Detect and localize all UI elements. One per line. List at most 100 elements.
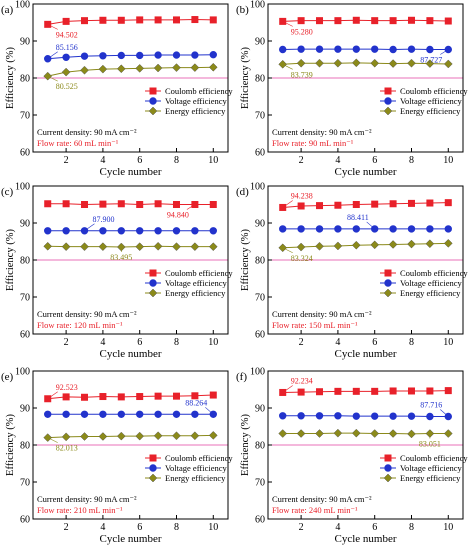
coulomb-point <box>371 17 379 25</box>
voltage-point <box>135 51 144 60</box>
x-tick-label: 2 <box>64 522 69 533</box>
energy-point <box>351 428 361 438</box>
coulomb-point <box>191 16 199 24</box>
coulomb-line <box>282 202 449 208</box>
data-label: 92.523 <box>56 383 78 392</box>
panel-label: (b) <box>236 4 249 16</box>
x-axis-label: Cycle number <box>334 166 396 178</box>
legend-label: Coulomb efficiency <box>400 453 468 463</box>
legend-label: Coulomb efficiency <box>400 86 468 96</box>
energy-line <box>47 245 214 248</box>
voltage-point <box>370 412 379 420</box>
coulomb-point <box>444 17 452 25</box>
panel-label: (a) <box>1 4 14 16</box>
energy-point <box>425 59 435 68</box>
x-tick-label: 6 <box>372 522 377 533</box>
energy-point <box>333 58 343 68</box>
y-tick-label: 90 <box>20 37 30 48</box>
voltage-point <box>389 45 397 54</box>
legend-label: Energy efficiency <box>165 106 226 116</box>
data-label: 85.156 <box>56 43 78 52</box>
energy-point <box>278 429 288 438</box>
coulomb-line <box>282 19 449 22</box>
x-tick-label: 2 <box>64 155 69 166</box>
voltage-point <box>191 410 199 418</box>
energy-point <box>61 432 71 442</box>
coulomb-point <box>352 16 360 24</box>
coulomb-point <box>352 387 360 395</box>
coulomb-line <box>47 19 214 25</box>
x-tick-label: 4 <box>335 155 340 166</box>
voltage-point <box>62 410 70 418</box>
coulomb-point <box>426 17 434 25</box>
energy-point <box>208 431 218 440</box>
energy-point <box>153 63 163 73</box>
legend-label: Energy efficiency <box>400 473 461 483</box>
coulomb-point <box>334 201 342 209</box>
energy-point <box>407 58 416 68</box>
x-tick-label: 8 <box>409 337 414 348</box>
legend-marker <box>148 473 158 483</box>
y-tick-label: 90 <box>20 404 30 415</box>
voltage-point <box>154 227 162 235</box>
y-tick-label: 70 <box>20 111 30 122</box>
energy-point <box>425 239 435 249</box>
x-tick-label: 2 <box>299 155 304 166</box>
x-axis-label: Cycle number <box>99 533 161 545</box>
legend-label: Voltage efficiency <box>165 96 228 106</box>
legend-label: Energy efficiency <box>165 473 226 483</box>
legend-marker <box>149 269 157 277</box>
coulomb-point <box>407 199 415 207</box>
flow-rate-label: Flow rate: 90 mL min⁻¹ <box>272 138 354 148</box>
x-tick-label: 10 <box>208 522 218 533</box>
y-axis-label: Efficiency (%) <box>5 47 16 109</box>
legend-label: Voltage efficiency <box>400 463 463 473</box>
energy-point <box>333 241 343 251</box>
annotation-leader <box>282 64 293 70</box>
energy-point <box>296 58 306 68</box>
energy-point <box>443 59 453 69</box>
data-label: 87.727 <box>420 56 442 65</box>
legend-marker <box>149 87 157 95</box>
x-tick-label: 2 <box>299 522 304 533</box>
y-tick-label: 100 <box>250 182 265 193</box>
chart-panel: 60 70 80 90 100 2 4 6 8 10 Cycle number Efficiency … <box>236 182 468 361</box>
x-axis-label: Cycle number <box>334 533 396 545</box>
legend-marker <box>149 97 157 105</box>
y-tick-label: 60 <box>20 148 30 159</box>
x-tick-label: 10 <box>443 522 453 533</box>
annotation-leader <box>186 204 196 210</box>
voltage-point <box>279 225 287 233</box>
coulomb-point <box>81 393 89 401</box>
legend-marker <box>384 454 392 462</box>
energy-point <box>208 242 218 252</box>
y-tick-label: 80 <box>20 74 30 85</box>
voltage-point <box>389 225 397 233</box>
y-tick-label: 80 <box>255 256 265 267</box>
energy-line <box>47 434 214 439</box>
coulomb-point <box>209 201 217 208</box>
voltage-point <box>117 410 126 418</box>
coulomb-point <box>371 387 379 395</box>
energy-point <box>388 59 398 68</box>
current-density-label: Current density: 90 mA cm⁻² <box>272 127 372 137</box>
energy-point <box>296 242 306 252</box>
voltage-point <box>191 51 199 59</box>
y-axis-label: Efficiency (%) <box>5 414 16 476</box>
current-density-label: Current density: 90 mA cm⁻² <box>37 309 137 319</box>
coulomb-point <box>371 200 379 208</box>
energy-point <box>172 63 181 72</box>
y-tick-label: 90 <box>20 219 30 230</box>
legend-marker <box>384 269 392 277</box>
legend-marker <box>383 106 393 116</box>
annotation-leader <box>366 221 375 230</box>
coulomb-point <box>444 199 452 207</box>
coulomb-point <box>62 200 70 208</box>
legend-label: Voltage efficiency <box>400 278 463 288</box>
energy-point <box>315 241 324 251</box>
energy-point <box>351 58 361 68</box>
energy-point <box>443 238 453 248</box>
legend-label: Voltage efficiency <box>165 278 228 288</box>
y-axis-label: Efficiency (%) <box>240 414 251 476</box>
data-label: 94.502 <box>56 30 78 39</box>
